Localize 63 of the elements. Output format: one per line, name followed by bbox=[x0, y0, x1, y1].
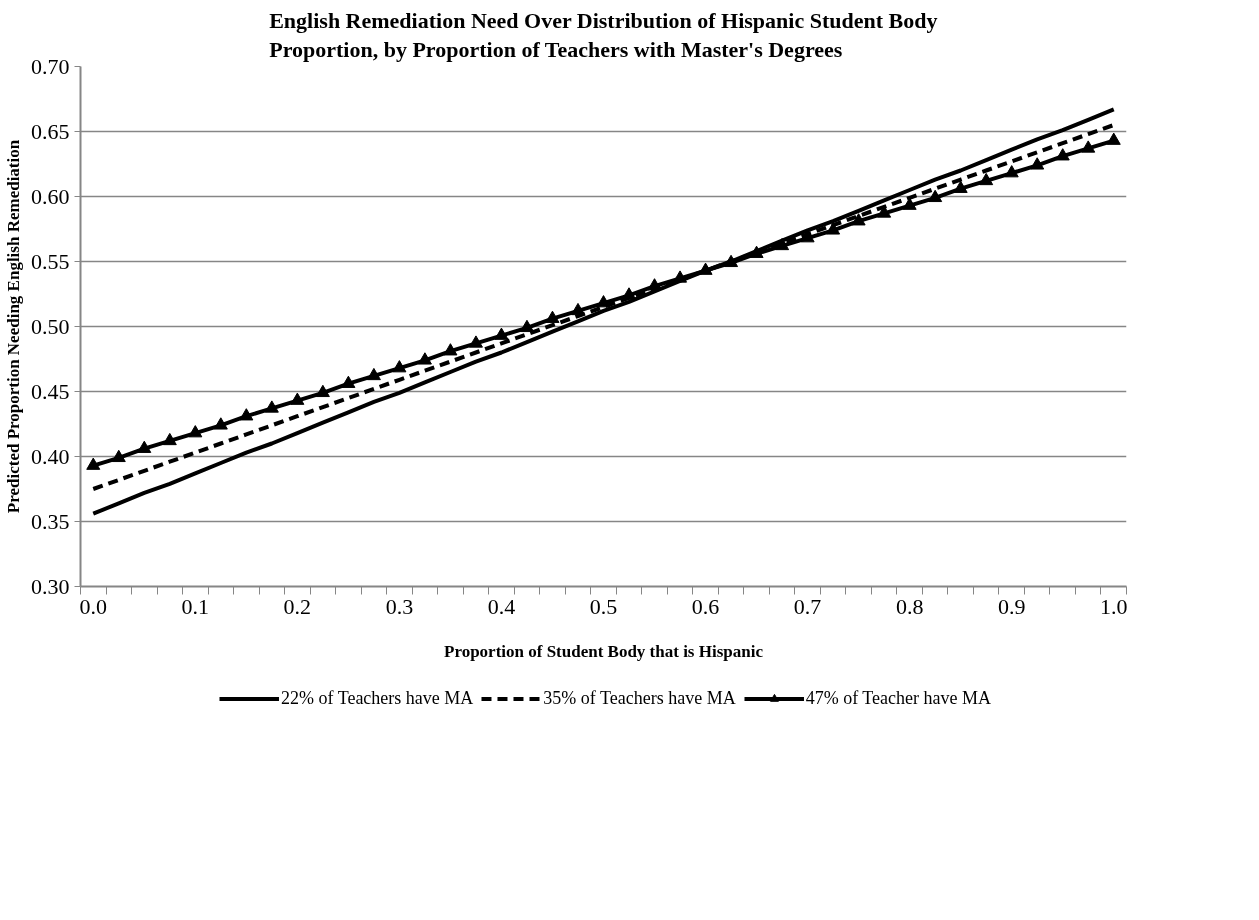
point bbox=[188, 425, 203, 438]
point bbox=[928, 189, 943, 203]
point bbox=[443, 343, 458, 356]
point bbox=[570, 302, 585, 316]
x-tick-label: 0.8 bbox=[895, 593, 924, 619]
point bbox=[596, 295, 611, 308]
point bbox=[137, 440, 152, 453]
y-tick-label: 0.40 bbox=[31, 443, 70, 469]
point bbox=[264, 400, 279, 413]
x-tick-label: 0.6 bbox=[691, 593, 720, 619]
point bbox=[622, 287, 637, 300]
y-tick-label: 0.70 bbox=[31, 53, 70, 79]
point bbox=[86, 457, 101, 470]
legend-label: 35% of Teachers have MA bbox=[543, 687, 736, 709]
point bbox=[162, 432, 177, 446]
x-tick-label: 0.0 bbox=[79, 593, 108, 619]
y-tick-label: 0.65 bbox=[31, 118, 70, 144]
point bbox=[545, 310, 560, 323]
legend-label: 22% of Teachers have MA bbox=[280, 687, 474, 709]
x-tick-label: 1.0 bbox=[1099, 593, 1128, 619]
point bbox=[519, 319, 534, 333]
y-axis-title: Predicted Proportion Needing English Remediation bbox=[4, 139, 23, 514]
point bbox=[851, 213, 866, 226]
point bbox=[749, 245, 764, 258]
point bbox=[341, 375, 356, 388]
point bbox=[366, 367, 381, 381]
x-tick-label: 0.7 bbox=[793, 593, 822, 619]
y-tick-label: 0.30 bbox=[31, 573, 70, 599]
point bbox=[315, 384, 330, 398]
point bbox=[1030, 157, 1045, 170]
x-tick-label: 0.3 bbox=[385, 593, 414, 619]
y-tick-label: 0.50 bbox=[31, 313, 70, 339]
chart-title: English Remediation Need Over Distribution of Hispanic Student Body Proportion, by Proportion of Teachers with Master's Degrees bbox=[269, 7, 938, 62]
point bbox=[775, 237, 790, 251]
point bbox=[213, 417, 228, 430]
point bbox=[1106, 132, 1121, 145]
x-tick-label: 0.4 bbox=[487, 593, 516, 619]
point bbox=[953, 180, 968, 193]
point bbox=[468, 335, 483, 348]
point bbox=[1004, 165, 1019, 178]
point bbox=[979, 172, 994, 186]
point bbox=[239, 408, 254, 421]
point bbox=[494, 327, 509, 340]
point bbox=[417, 352, 432, 365]
x-tick-label: 0.2 bbox=[283, 593, 312, 619]
point bbox=[724, 254, 739, 268]
y-tick-label: 0.35 bbox=[31, 508, 70, 534]
point bbox=[902, 197, 917, 210]
x-tick-label: 0.5 bbox=[589, 593, 618, 619]
legend-label: 47% of Teacher have MA bbox=[805, 687, 992, 709]
x-axis-title: Proportion of Student Body that is Hispanic bbox=[444, 641, 764, 661]
point bbox=[290, 392, 305, 405]
point bbox=[673, 270, 688, 283]
point bbox=[1081, 140, 1096, 153]
point bbox=[1055, 148, 1070, 161]
x-tick-label: 0.1 bbox=[181, 593, 210, 619]
point bbox=[826, 222, 841, 235]
y-tick-label: 0.55 bbox=[31, 248, 70, 274]
y-tick-label: 0.60 bbox=[31, 183, 70, 209]
point bbox=[111, 449, 126, 463]
x-tick-label: 0.9 bbox=[997, 593, 1026, 619]
y-tick-label: 0.45 bbox=[31, 378, 70, 404]
point bbox=[392, 360, 407, 373]
